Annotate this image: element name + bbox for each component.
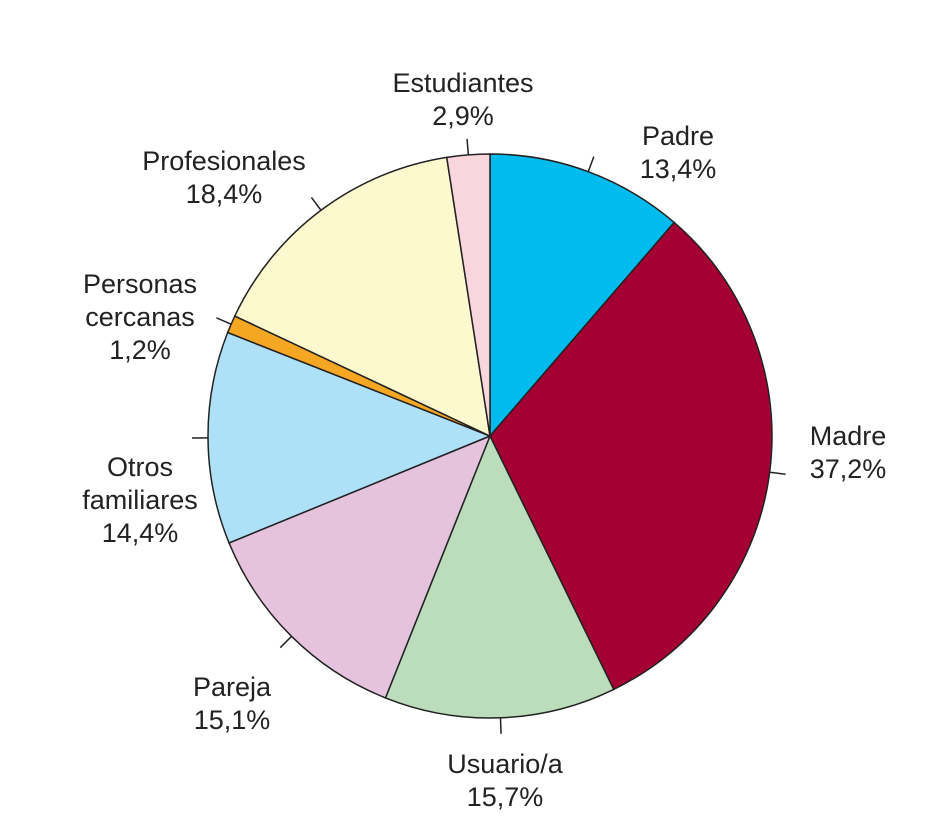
slice-label: Pareja 15,1% <box>132 671 332 737</box>
pie-slice <box>384 434 615 719</box>
category-label: Profesionales <box>142 146 306 176</box>
category-label: Madre <box>809 421 887 451</box>
leader-line <box>216 317 232 325</box>
value-label: 18,4% <box>185 179 263 209</box>
slice-label: Personas cercanas 1,2% <box>65 268 215 367</box>
leader-line <box>279 635 293 649</box>
category-label: Padre <box>641 121 715 151</box>
value-label: 13,4% <box>639 154 717 184</box>
leader-line <box>587 156 595 172</box>
pie-slice <box>228 434 492 699</box>
value-label: 1,2% <box>109 335 171 365</box>
slice-label: Padre 13,4% <box>578 120 778 186</box>
pie-slice <box>233 156 491 438</box>
category-label: Usuario/a <box>447 749 563 779</box>
leader-line <box>310 196 322 211</box>
leader-line <box>499 717 502 734</box>
leader-line <box>466 138 470 155</box>
value-label: 14,4% <box>101 518 179 548</box>
value-label: 15,7% <box>466 782 544 812</box>
slice-label: Estudiantes 2,9% <box>343 67 583 133</box>
slice-label: Profesionales 18,4% <box>94 145 354 211</box>
leader-line <box>769 471 786 476</box>
value-label: 37,2% <box>809 454 887 484</box>
pie-slice <box>489 153 676 439</box>
pie-slice <box>489 221 773 691</box>
category-label: Pareja <box>192 672 272 702</box>
slice-label: Usuario/a 15,7% <box>395 748 615 814</box>
category-label: Personas cercanas <box>82 269 198 332</box>
value-label: 2,9% <box>432 101 494 131</box>
slice-label: Madre 37,2% <box>748 420 948 486</box>
category-label: Otros familiares <box>82 452 198 515</box>
slice-label: Otros familiares 14,4% <box>65 451 215 550</box>
category-label: Estudiantes <box>392 68 534 98</box>
value-label: 15,1% <box>193 705 271 735</box>
